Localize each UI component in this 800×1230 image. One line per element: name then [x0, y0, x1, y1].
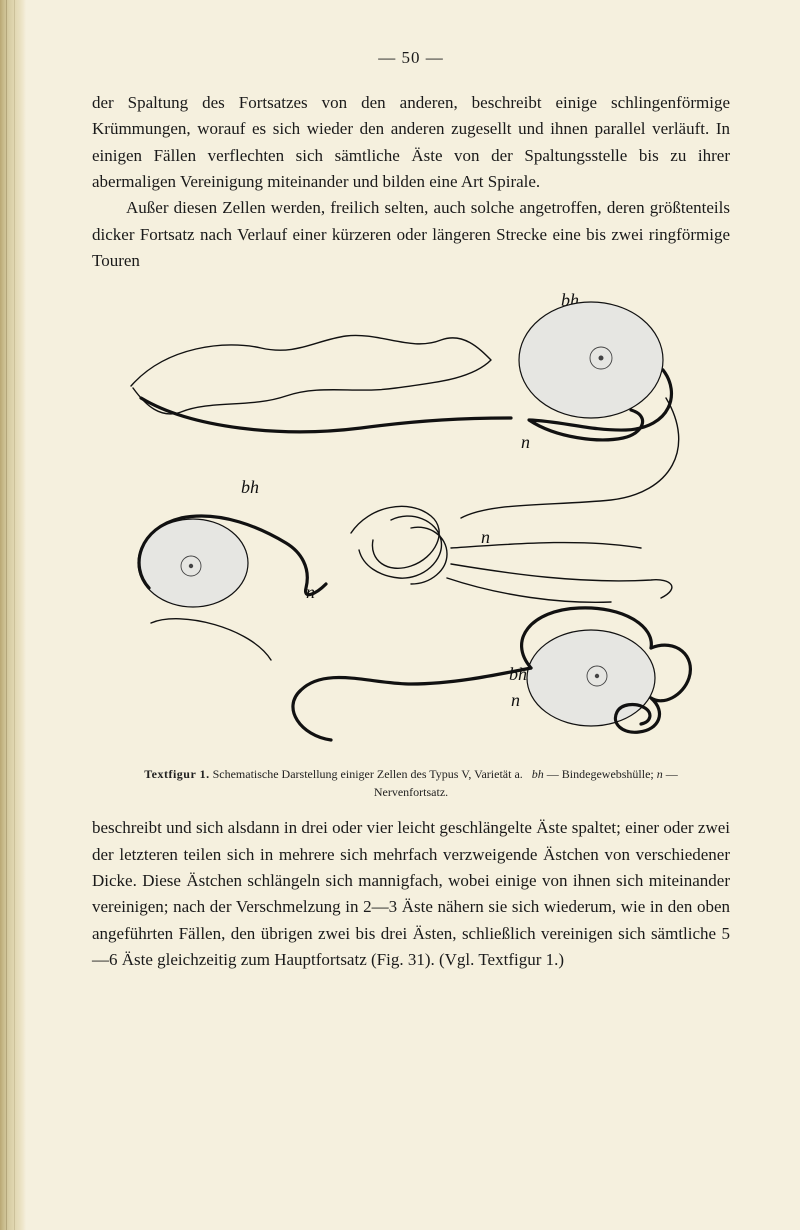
top-thick-process — [141, 398, 511, 432]
mid-branch-b — [451, 564, 672, 598]
caption-key1-sym: bh — [532, 767, 544, 781]
page-number: — 50 — — [92, 48, 730, 68]
figure-caption: Textfigur 1. Schematische Darstellung ei… — [128, 766, 694, 801]
label-n-mid-outer: n — [481, 527, 490, 547]
text-figure-1: bh n bh n n — [92, 288, 730, 758]
caption-body: Schematische Darstellung einiger Zellen … — [213, 767, 523, 781]
paragraph-2: Außer diesen Zellen werden, freilich sel… — [92, 195, 730, 274]
mid-knot — [351, 507, 447, 585]
label-n-bot: n — [511, 690, 520, 710]
label-bh-mid: bh — [241, 477, 259, 497]
body-text-upper: der Spaltung des Fortsatzes von den ande… — [92, 90, 730, 274]
cell-top-nucleolus — [599, 356, 604, 361]
page-container: — 50 — der Spaltung des Fortsatzes von d… — [0, 0, 800, 1230]
mid-branch-a — [451, 543, 641, 548]
bot-thin-tail — [151, 619, 271, 660]
cell-top-body — [519, 302, 663, 418]
label-bh-bot: bh — [509, 664, 527, 684]
mid-branch-c — [447, 578, 611, 602]
cell-mid-nucleolus — [189, 564, 193, 568]
paragraph-1: der Spaltung des Fortsatzes von den ande… — [92, 90, 730, 195]
cell-bot-body — [527, 630, 655, 726]
label-n-mid-inner: n — [306, 582, 315, 602]
label-n-top: n — [521, 432, 530, 452]
bot-process — [293, 668, 531, 740]
cell-bot-nucleolus — [595, 674, 599, 678]
paragraph-3: beschreibt und sich alsdann in drei oder… — [92, 815, 730, 973]
body-text-lower: beschreibt und sich alsdann in drei oder… — [92, 815, 730, 973]
figure-svg: bh n bh n n — [111, 288, 711, 758]
caption-key1-txt: — Bindegewebs­hülle; — [544, 767, 657, 781]
top-outline — [131, 336, 491, 414]
caption-lead: Textfigur 1. — [144, 767, 209, 781]
